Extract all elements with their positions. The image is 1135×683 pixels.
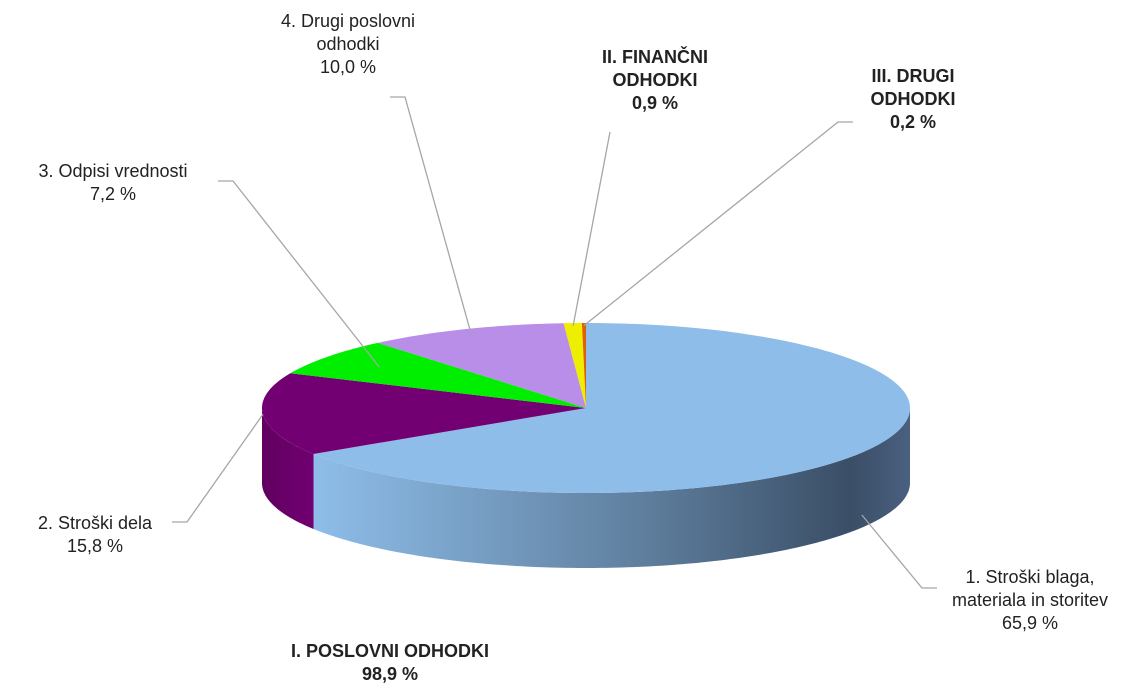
annotation-text: I. POSLOVNI ODHODKI: [290, 641, 490, 661]
slice: [262, 373, 586, 454]
value-label: 7,2 %: [89, 184, 137, 204]
slice: [290, 342, 586, 408]
slice-label: II. FINANČNI ODHODKI 0,9 %: [585, 46, 725, 115]
leader-line: [583, 121, 853, 327]
category-label: II. FINANČNI ODHODKI: [602, 47, 708, 90]
slice-label: 2. Stroški dela 15,8 %: [10, 512, 180, 558]
leader-line: [390, 96, 472, 334]
value-label: 65,9 %: [1001, 613, 1059, 633]
leader-line: [172, 414, 264, 523]
category-label: III. DRUGI ODHODKI: [870, 66, 956, 109]
category-label: 2. Stroški dela: [37, 513, 153, 533]
slice-label: 4. Drugi poslovni odhodki 10,0 %: [273, 10, 423, 79]
leader-line: [218, 180, 380, 368]
group-annotation: I. POSLOVNI ODHODKI 98,9 %: [291, 640, 489, 683]
category-label: 3. Odpisi vrednosti: [38, 161, 188, 181]
category-label: 1. Stroški blaga, materiala in storitev: [951, 567, 1109, 610]
slice: [377, 323, 586, 408]
slice: [313, 323, 910, 493]
slice: [581, 323, 586, 408]
value-label: 0,2 %: [889, 112, 937, 132]
annotation-value: 98,9 %: [361, 664, 419, 683]
value-label: 15,8 %: [66, 536, 124, 556]
slice-label: 1. Stroški blaga, materiala in storitev 6…: [930, 566, 1130, 635]
slice-label: 3. Odpisi vrednosti 7,2 %: [3, 160, 223, 206]
value-label: 0,9 %: [631, 93, 679, 113]
leader-line: [861, 514, 937, 589]
value-label: 10,0 %: [319, 57, 377, 77]
slice-side: [313, 408, 911, 568]
slice: [563, 323, 586, 408]
slice-label: III. DRUGI ODHODKI 0,2 %: [848, 65, 978, 134]
category-label: 4. Drugi poslovni odhodki: [280, 11, 416, 54]
slice-side: [262, 408, 314, 529]
leader-line: [572, 131, 611, 326]
